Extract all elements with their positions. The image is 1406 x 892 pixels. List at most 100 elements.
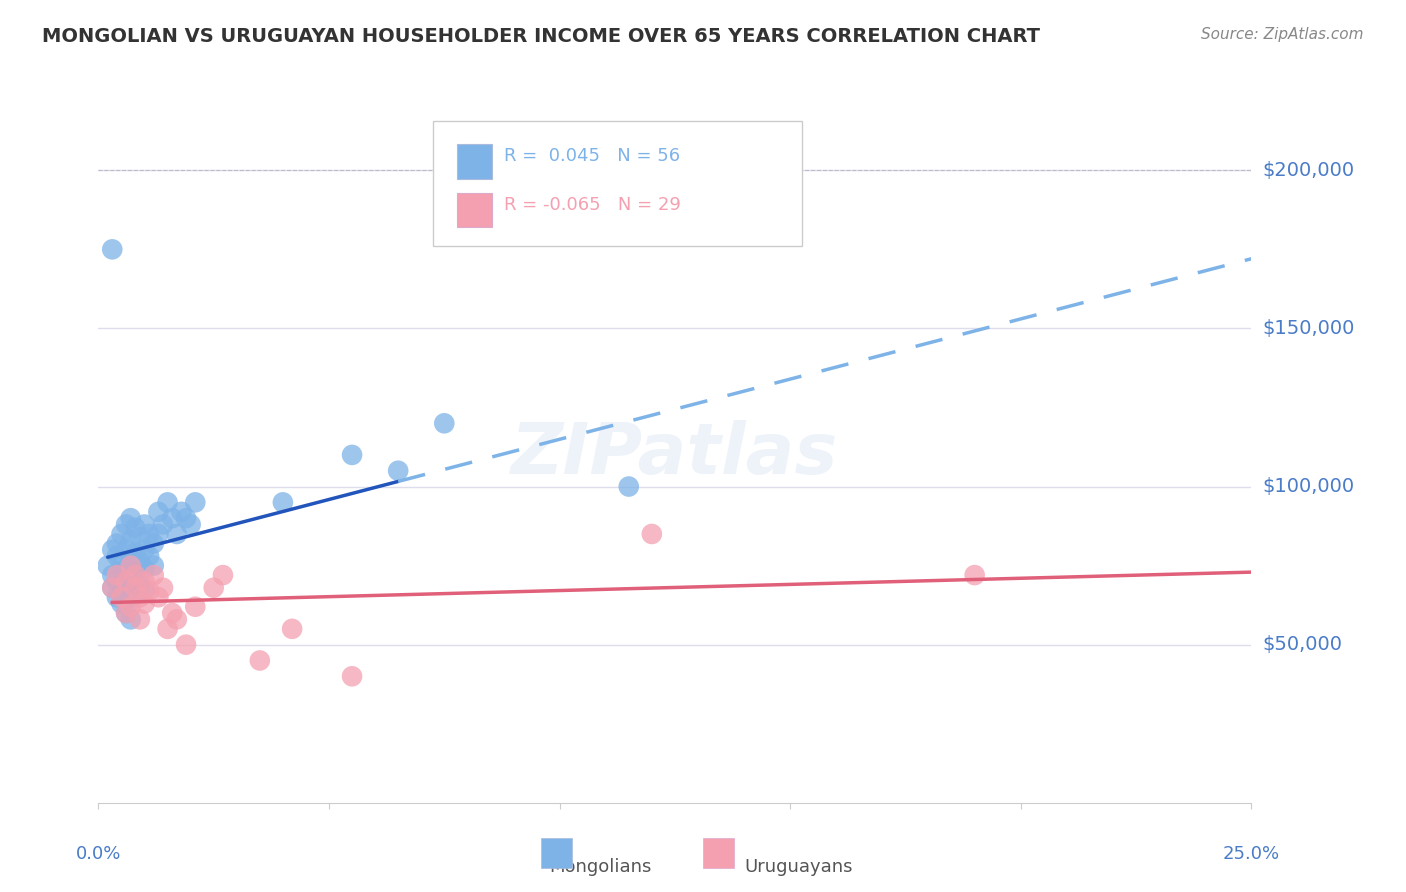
Text: $200,000: $200,000 [1263,161,1354,180]
Point [115,606,138,620]
Point [156,495,179,509]
Point [142,568,165,582]
Point [134,583,156,598]
Text: R = -0.065   N = 29: R = -0.065 N = 29 [505,196,681,214]
Text: Uruguayans: Uruguayans [744,858,852,877]
Text: 25.0%: 25.0% [1223,845,1279,863]
Point [110,556,132,570]
Point [170,505,193,519]
Point [166,527,188,541]
Point [105,536,128,550]
Point [120,591,142,605]
Point [101,581,124,595]
Point [641,527,664,541]
Point [134,574,156,589]
Point [115,606,138,620]
Point [271,495,294,509]
Point [963,568,986,582]
Point [110,591,132,605]
Point [120,533,142,548]
Point [148,505,170,519]
Point [120,568,142,582]
Point [105,591,128,605]
Point [110,527,132,541]
Point [166,612,188,626]
Point [124,521,146,535]
Point [134,562,156,576]
Point [115,517,138,532]
Point [134,597,156,611]
Point [433,417,456,431]
Point [110,597,132,611]
Point [101,581,124,595]
Point [129,530,152,544]
Point [129,577,152,591]
Point [120,552,142,566]
FancyBboxPatch shape [703,838,734,868]
Point [156,622,179,636]
Point [115,562,138,576]
Point [105,549,128,563]
FancyBboxPatch shape [457,144,492,178]
Point [120,612,142,626]
Point [124,568,146,582]
Point [124,587,146,601]
Point [138,583,160,598]
Point [617,479,640,493]
Point [138,527,160,541]
Point [174,638,197,652]
Point [129,591,152,605]
Text: Source: ZipAtlas.com: Source: ZipAtlas.com [1201,27,1364,42]
Text: $100,000: $100,000 [1263,477,1354,496]
Point [202,581,225,595]
Point [97,558,120,573]
Point [160,511,183,525]
Point [134,542,156,557]
Point [142,558,165,573]
Point [142,536,165,550]
FancyBboxPatch shape [541,838,572,868]
Point [174,511,197,525]
Point [115,583,138,598]
Point [101,243,124,257]
Text: $150,000: $150,000 [1263,319,1355,338]
Point [124,546,146,560]
Point [152,581,174,595]
Point [120,511,142,525]
Point [340,669,363,683]
Point [110,577,132,591]
Point [152,517,174,532]
Point [212,568,235,582]
Text: 0.0%: 0.0% [76,845,121,863]
Point [184,495,207,509]
Text: $50,000: $50,000 [1263,635,1343,654]
Point [101,568,124,582]
Point [129,556,152,570]
Point [101,542,124,557]
Point [134,517,156,532]
Point [180,517,202,532]
Point [387,464,409,478]
Point [124,581,146,595]
Point [184,599,207,614]
Text: MONGOLIAN VS URUGUAYAN HOUSEHOLDER INCOME OVER 65 YEARS CORRELATION CHART: MONGOLIAN VS URUGUAYAN HOUSEHOLDER INCOM… [42,27,1040,45]
Point [120,574,142,589]
FancyBboxPatch shape [433,121,801,246]
Text: ZIPatlas: ZIPatlas [512,420,838,490]
Point [105,568,128,582]
Point [115,574,138,589]
Point [148,591,170,605]
Text: R =  0.045   N = 56: R = 0.045 N = 56 [505,147,681,165]
Point [160,606,183,620]
Point [124,565,146,579]
Point [120,558,142,573]
Point [105,574,128,589]
Point [340,448,363,462]
Point [120,599,142,614]
FancyBboxPatch shape [457,193,492,227]
Point [115,542,138,557]
Point [129,612,152,626]
Point [138,549,160,563]
Point [249,653,271,667]
Text: Mongolians: Mongolians [550,858,652,877]
